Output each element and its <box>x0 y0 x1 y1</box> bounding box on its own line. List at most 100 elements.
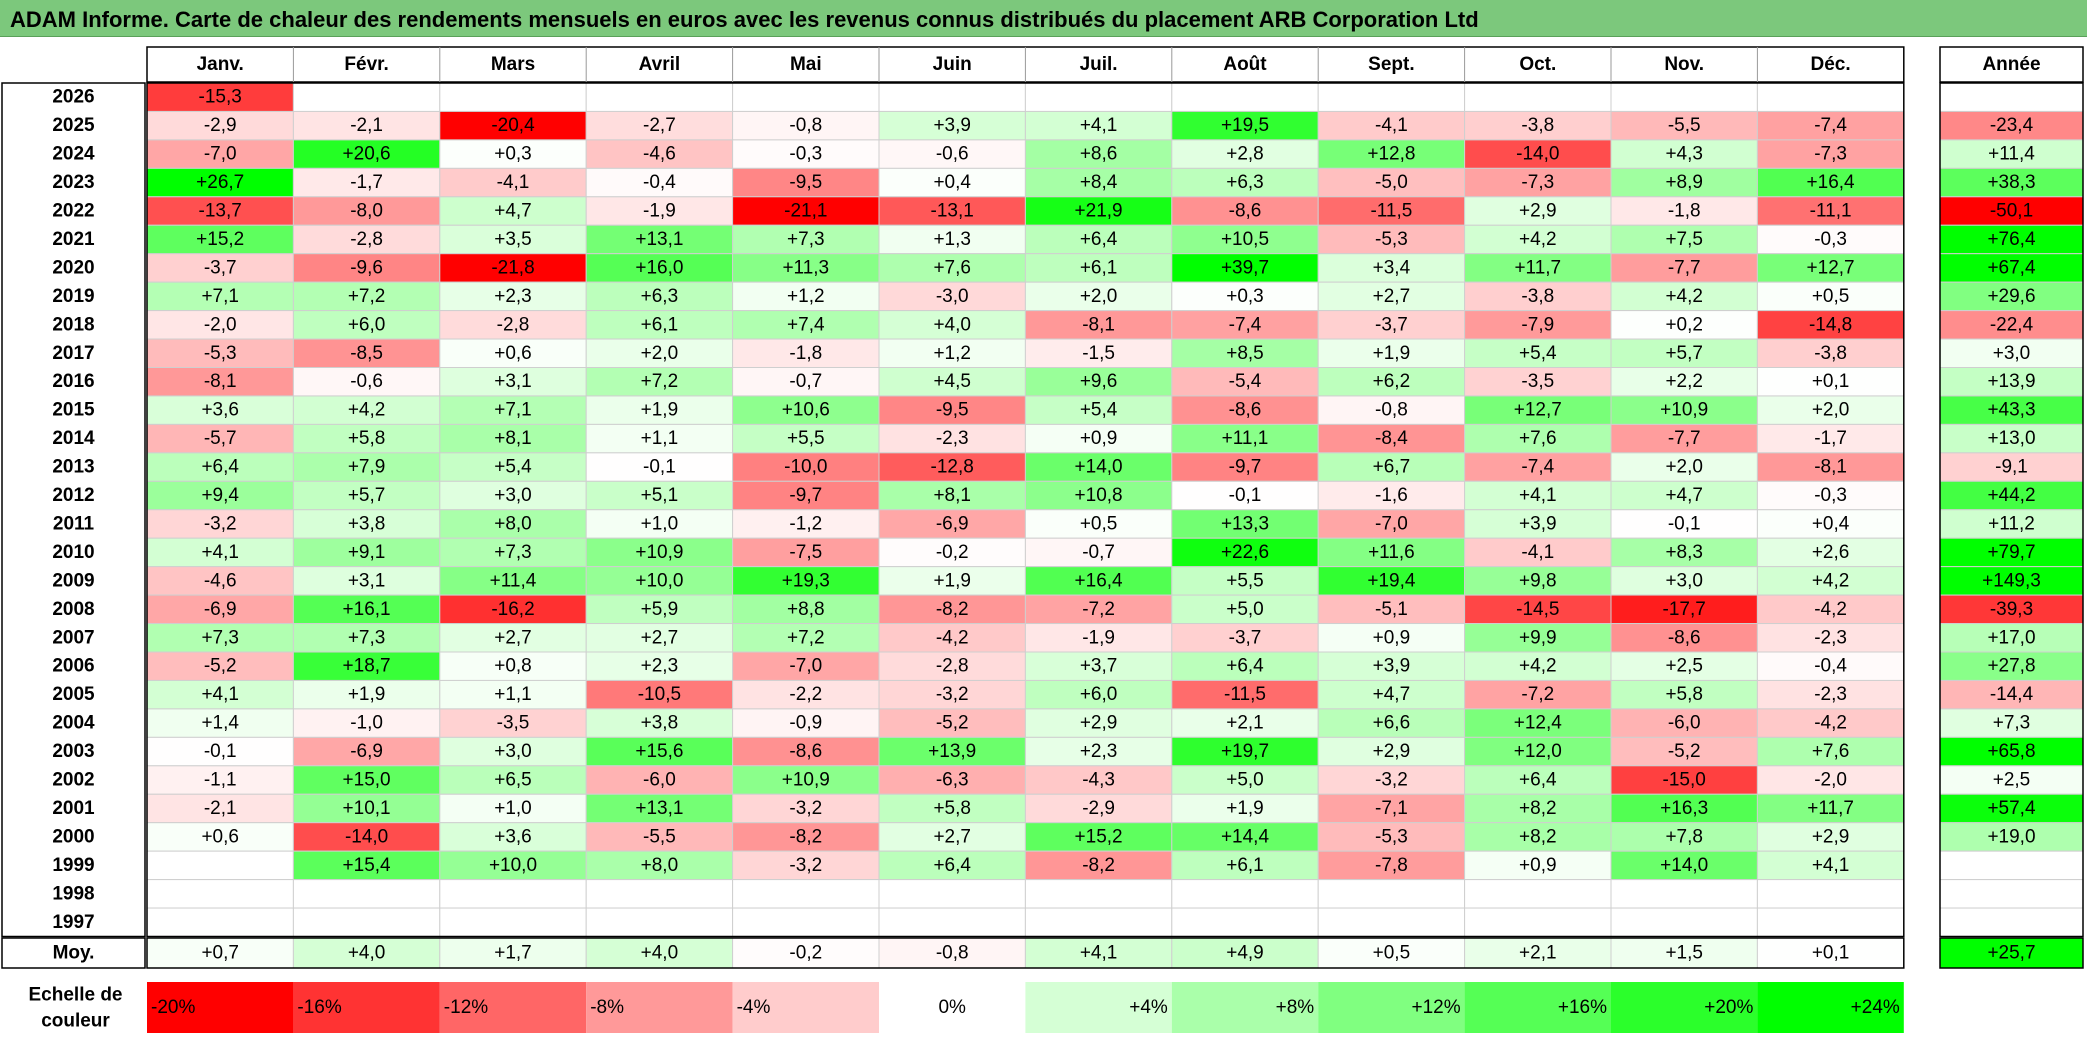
table-row: 2019 +7,1 +7,2 +2,3 +6,3 +1,2 -3,0 +2,0 +0,3 +2,7… <box>52 281 2084 312</box>
cell-value: +18,7 <box>343 656 391 677</box>
heatmap-cell <box>585 480 734 511</box>
heatmap-cell <box>1610 793 1758 824</box>
heatmap-cell <box>292 224 441 255</box>
table-row: 2015 +3,6 +4,2 +7,1 +1,9 +10,6 -9,5 +5,4 -8,6 -0,… <box>52 395 2084 425</box>
cell-value: +9,6 <box>1080 371 1118 392</box>
heatmap-cell <box>732 196 880 226</box>
cell-value: -6,0 <box>1668 713 1701 734</box>
cell-value: +3,0 <box>494 485 532 506</box>
annual-cell <box>1939 82 2084 112</box>
scale-swatch <box>1757 982 1904 1033</box>
heatmap-cell <box>878 253 1026 283</box>
heatmap-cell <box>292 907 441 937</box>
heatmap-cell <box>1464 623 1612 653</box>
heatmap-cell <box>146 623 294 653</box>
cell-value: +14,0 <box>1660 855 1708 876</box>
heatmap-cell <box>1024 310 1173 340</box>
heatmap-cell <box>1464 395 1612 425</box>
cell-value: +7,2 <box>787 627 825 648</box>
grid-frame <box>146 82 1905 938</box>
cell-value: -15,3 <box>199 87 242 108</box>
column-header: Févr. <box>344 54 388 75</box>
scale-label: -8% <box>590 997 624 1018</box>
cell-value: -2,8 <box>936 656 969 677</box>
heatmap-cell <box>1171 480 1319 511</box>
cell-value: -8,5 <box>350 343 383 364</box>
cell-value: -5,0 <box>1375 172 1408 193</box>
cell-value: -8,2 <box>936 599 969 620</box>
cell-value: -5,2 <box>1668 741 1701 762</box>
heatmap-cell <box>1024 793 1173 824</box>
heatmap-cell <box>292 765 441 795</box>
cell-value: -7,0 <box>789 656 822 677</box>
cell-value: +8,3 <box>1665 542 1703 563</box>
cell-value: -7,4 <box>1521 457 1554 478</box>
cell-value: -7,3 <box>1814 144 1847 165</box>
cell-value: +16,3 <box>1660 798 1708 819</box>
table-row: 2026 -15,3 <box>52 82 2084 112</box>
cell-value: -9,7 <box>789 485 822 506</box>
heatmap-cell <box>1464 423 1612 454</box>
column-header: Sept. <box>1368 54 1414 75</box>
heatmap-cell <box>1171 423 1319 454</box>
table-row: 2003 -0,1 -6,9 +3,0 +15,6 -8,6 +13,9 +2,3 +19,7 +… <box>52 736 2084 767</box>
cell-value: +2,3 <box>494 286 532 307</box>
cell-value: +1,4 <box>201 713 239 734</box>
cell-value: -11,1 <box>1810 201 1852 222</box>
cell-value: +0,6 <box>201 826 239 847</box>
cell-value: -2,0 <box>1814 770 1847 791</box>
heatmap-cell <box>1024 367 1173 397</box>
cell-value: +1,1 <box>641 428 679 449</box>
cell-value: +9,8 <box>1519 570 1557 591</box>
cell-value: -6,9 <box>350 741 383 762</box>
cell-value: +6,4 <box>1519 770 1557 791</box>
cell-value: -1,2 <box>789 513 822 534</box>
table-row: 2016 -8,1 -0,6 +3,1 +7,2 -0,7 +4,5 +9,6 -5,4 +6,2… <box>52 367 2084 397</box>
annual-value: -22,4 <box>1990 314 2034 335</box>
heatmap-cell <box>1464 509 1612 539</box>
heatmap-cell <box>732 110 880 141</box>
cell-value: +2,0 <box>1080 286 1118 307</box>
scale-label: +24% <box>1851 997 1900 1018</box>
cell-value: -8,1 <box>1082 314 1115 335</box>
annual-value: +13,0 <box>1987 428 2035 449</box>
heatmap-cell <box>146 367 294 397</box>
annual-cell <box>1939 395 2084 425</box>
average-value: +4,0 <box>641 943 679 964</box>
heatmap-cell <box>585 167 734 198</box>
cell-value: +10,0 <box>635 570 683 591</box>
cell-value: +5,1 <box>641 485 679 506</box>
heatmap-cell <box>1171 907 1319 937</box>
cell-value: -4,2 <box>1814 599 1847 620</box>
cell-value: +5,0 <box>1226 599 1264 620</box>
cell-value: -4,6 <box>204 570 237 591</box>
cell-value: +7,3 <box>201 627 239 648</box>
year-label: 2013 <box>52 457 94 478</box>
table-row: 2023 +26,7 -1,7 -4,1 -0,4 -9,5 +0,4 +8,4 +6,3 -5,… <box>52 167 2084 198</box>
heatmap-cell <box>1610 594 1758 625</box>
table-row: 2025 -2,9 -2,1 -20,4 -2,7 -0,8 +3,9 +4,1 +19,5 -4… <box>52 110 2084 141</box>
heatmap-cell <box>439 139 587 169</box>
cell-value: -7,4 <box>1814 115 1847 136</box>
cell-value: +2,3 <box>1080 741 1118 762</box>
heatmap-cell <box>878 651 1026 681</box>
cell-value: +5,7 <box>1665 343 1703 364</box>
cell-value: +8,6 <box>1080 144 1118 165</box>
cell-value: +6,1 <box>641 314 679 335</box>
heatmap-cell <box>585 651 734 681</box>
cell-value: +2,0 <box>1812 400 1850 421</box>
cell-value: -21,8 <box>491 257 534 278</box>
heatmap-cell <box>1317 907 1466 937</box>
cell-value: -8,6 <box>789 741 822 762</box>
cell-value: -0,1 <box>204 741 237 762</box>
cell-value: +22,6 <box>1221 542 1269 563</box>
cell-value: -2,7 <box>643 115 676 136</box>
table-row: 2011 -3,2 +3,8 +8,0 +1,0 -1,2 -6,9 +0,5 +13,3 -7,… <box>53 509 2084 539</box>
cell-value: +0,1 <box>1812 371 1850 392</box>
cell-value: -4,1 <box>497 172 530 193</box>
heatmap-cell <box>732 480 880 511</box>
cell-value: +10,6 <box>782 400 830 421</box>
heatmap-cell <box>1610 253 1758 283</box>
cell-value: -8,6 <box>1668 627 1701 648</box>
cell-value: -8,0 <box>350 201 383 222</box>
